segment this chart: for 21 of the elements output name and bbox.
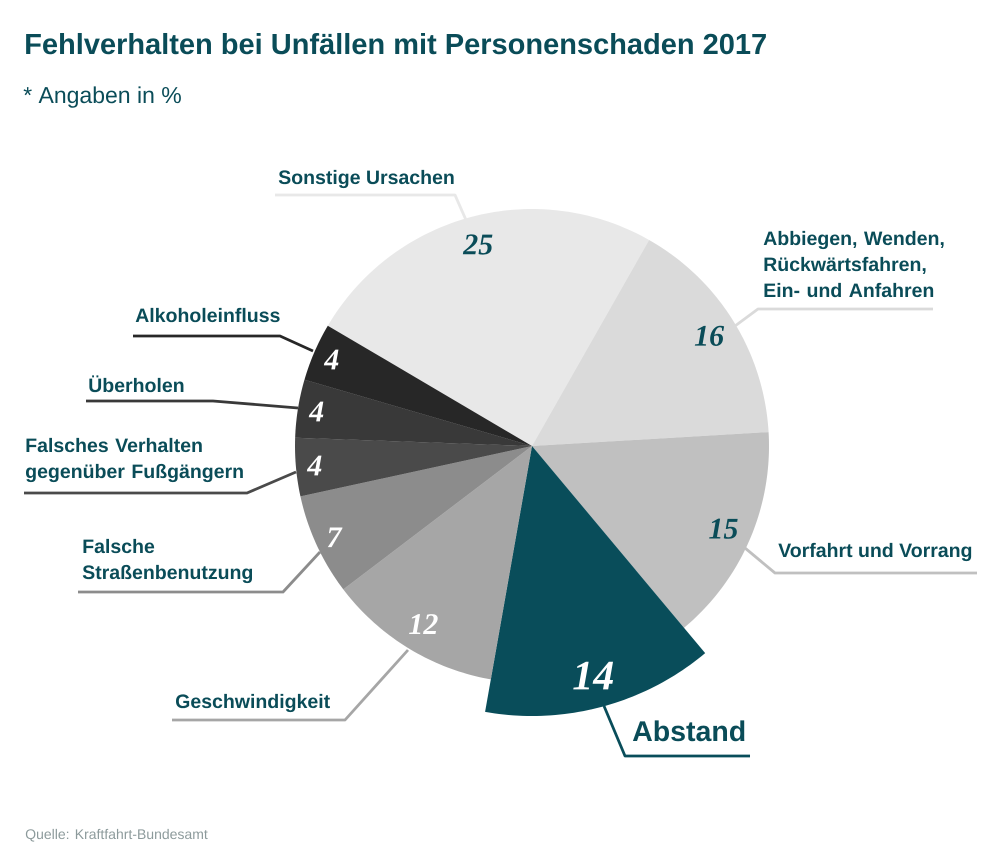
slice-label: Abbiegen, Wenden, Rückwärtsfahren, Ein- und Anfahren	[764, 230, 944, 298]
data-label: 25	[462, 234, 492, 255]
data-label: 4	[308, 402, 324, 422]
slice-label: Überholen	[89, 375, 184, 392]
slice-label: Falsches Verhalten gegenüber Fußgängern	[26, 438, 243, 482]
slice-label: Falsche Straßenbenutzung	[82, 538, 252, 584]
slice-label: Alkoholeinfluss	[136, 308, 280, 322]
slice-label: Vorfahrt und Vorrang	[778, 542, 972, 562]
data-label: 7	[328, 527, 342, 548]
chart-title: Fehlverhalten bei Unfällen mit Personenschaden 2017	[26, 32, 766, 54]
data-label: 4	[324, 350, 338, 370]
slice-label: Geschwindigkeit	[176, 694, 330, 712]
chart-subtitle: * Angaben in %	[24, 86, 181, 108]
data-label: 15	[709, 518, 738, 539]
data-label: 4	[306, 456, 322, 476]
data-label: 16	[694, 326, 724, 346]
source-note: Quelle: Kraftfahrt-Bundesamt	[26, 828, 208, 842]
data-label: 14	[573, 662, 614, 690]
data-label: 12	[409, 614, 438, 634]
slice-label: Abstand	[632, 720, 744, 742]
slice-label: Sonstige Ursachen	[278, 170, 454, 188]
